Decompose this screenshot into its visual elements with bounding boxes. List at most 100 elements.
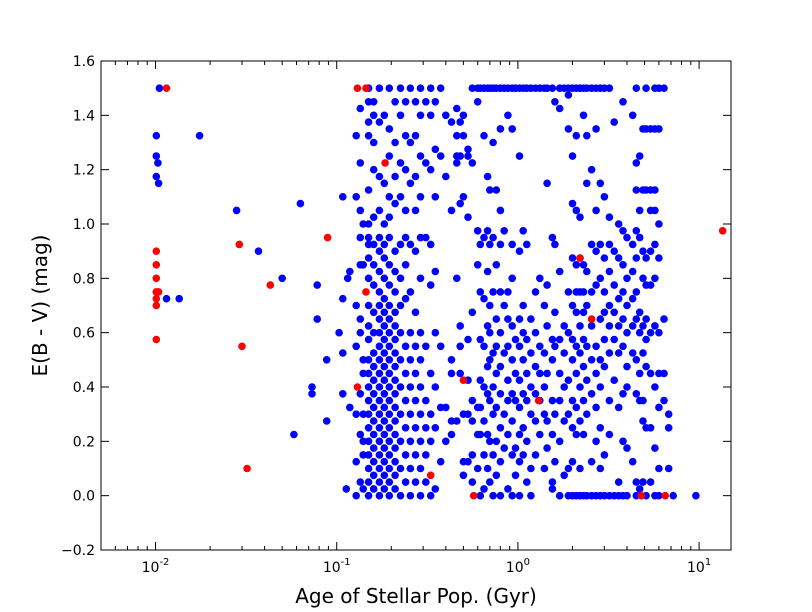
data-point <box>436 84 445 92</box>
data-point <box>543 444 551 452</box>
data-point <box>523 396 531 405</box>
data-point <box>655 464 663 473</box>
data-point <box>152 261 161 269</box>
data-point <box>359 485 368 493</box>
data-point <box>543 281 551 289</box>
data-point <box>381 159 389 167</box>
data-point <box>406 356 415 364</box>
data-point <box>426 369 435 378</box>
data-point <box>380 220 389 228</box>
data-point <box>560 349 568 357</box>
data-point <box>519 328 527 337</box>
data-point <box>572 342 581 351</box>
data-point <box>385 396 394 405</box>
data-point <box>664 464 673 473</box>
data-point <box>422 424 430 432</box>
data-point <box>651 186 659 194</box>
data-point <box>385 213 394 221</box>
data-point <box>600 362 609 371</box>
data-point <box>560 322 568 330</box>
data-point <box>401 165 410 174</box>
data-point <box>605 84 614 92</box>
data-point <box>380 485 389 493</box>
data-point <box>339 193 347 201</box>
data-point <box>548 478 557 486</box>
data-point <box>396 491 405 500</box>
data-point <box>632 84 641 92</box>
data-point <box>401 261 410 269</box>
data-point <box>623 274 631 283</box>
data-point <box>406 179 415 188</box>
data-point <box>527 349 535 357</box>
data-point <box>426 111 435 120</box>
data-point <box>600 254 609 262</box>
data-point <box>587 315 596 323</box>
data-point <box>623 444 631 452</box>
data-point <box>515 247 524 255</box>
data-point <box>391 138 399 147</box>
data-point <box>375 118 384 126</box>
data-point <box>639 417 647 425</box>
data-point <box>515 315 524 323</box>
data-point <box>592 403 600 412</box>
data-point <box>651 444 659 452</box>
data-point <box>369 98 378 106</box>
data-point <box>352 301 361 310</box>
data-point <box>572 430 581 439</box>
data-point <box>436 152 445 160</box>
data-point <box>483 390 492 398</box>
data-point <box>605 213 614 221</box>
data-point <box>496 491 505 500</box>
data-point <box>623 328 631 337</box>
data-point <box>583 342 591 351</box>
data-point <box>628 240 637 249</box>
data-point <box>560 383 568 391</box>
y-tick-label: 1.2 <box>73 163 95 179</box>
data-point <box>564 125 573 133</box>
data-point <box>422 342 430 351</box>
data-point <box>385 152 394 160</box>
data-point <box>655 403 663 412</box>
data-point <box>564 464 573 473</box>
data-point <box>411 424 420 432</box>
data-point <box>605 240 614 249</box>
data-point <box>453 274 461 283</box>
data-point <box>568 424 577 432</box>
data-point <box>391 349 399 357</box>
data-point <box>576 383 584 391</box>
data-point <box>380 376 389 385</box>
data-point <box>489 451 497 459</box>
data-point <box>536 369 544 378</box>
data-point <box>576 322 584 330</box>
data-point <box>568 199 577 208</box>
data-point <box>548 430 557 439</box>
data-point <box>406 491 415 500</box>
data-point <box>391 267 399 276</box>
data-point <box>511 471 520 480</box>
data-point <box>391 485 399 493</box>
data-point <box>456 152 465 160</box>
data-point <box>396 111 405 120</box>
data-point <box>583 376 591 385</box>
data-point <box>436 342 445 351</box>
data-point <box>385 301 394 310</box>
data-point <box>568 457 577 466</box>
axis-ticks: −0.2 0.0 0.2 0.4 0.6 0.8 1.0 1.2 1.4 1.6 10-2 10-1 1… <box>61 54 731 576</box>
data-point <box>359 369 368 378</box>
data-point <box>401 98 410 106</box>
data-point <box>369 138 378 147</box>
data-point <box>605 430 614 439</box>
data-point <box>396 410 405 419</box>
data-point <box>391 376 399 385</box>
data-point <box>551 98 559 106</box>
data-point <box>515 430 524 439</box>
data-point <box>380 179 389 188</box>
y-axis-title: E(B - V) (mag) <box>28 235 52 377</box>
data-point <box>401 424 410 432</box>
data-point <box>568 396 577 405</box>
data-point <box>515 152 524 160</box>
data-point <box>375 356 384 364</box>
data-point <box>364 233 373 242</box>
data-point <box>339 294 347 303</box>
data-point <box>605 301 614 310</box>
